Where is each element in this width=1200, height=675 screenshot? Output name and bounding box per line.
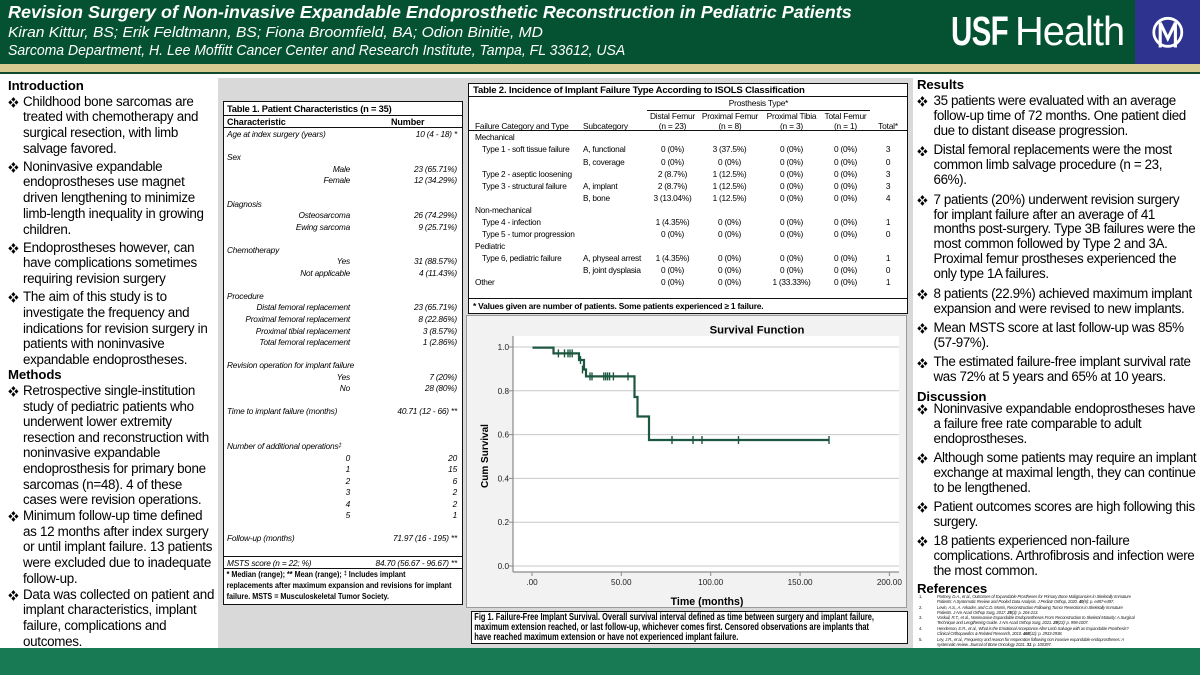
- svg-text:.00: .00: [526, 578, 538, 587]
- svg-text:200.00: 200.00: [877, 578, 902, 587]
- svg-text:Survival Function: Survival Function: [710, 325, 805, 337]
- svg-text:Time (months): Time (months): [671, 596, 744, 607]
- svg-text:0.6: 0.6: [498, 431, 510, 440]
- svg-text:0.2: 0.2: [498, 518, 510, 527]
- svg-text:50.00: 50.00: [611, 578, 632, 587]
- svg-text:150.00: 150.00: [788, 578, 813, 587]
- svg-text:1.0: 1.0: [498, 343, 510, 352]
- svg-text:100.00: 100.00: [698, 578, 723, 587]
- svg-text:Cum Survival: Cum Survival: [480, 424, 491, 488]
- svg-text:0.8: 0.8: [498, 387, 510, 396]
- svg-text:0.4: 0.4: [498, 474, 510, 483]
- svg-text:0.0: 0.0: [498, 562, 510, 571]
